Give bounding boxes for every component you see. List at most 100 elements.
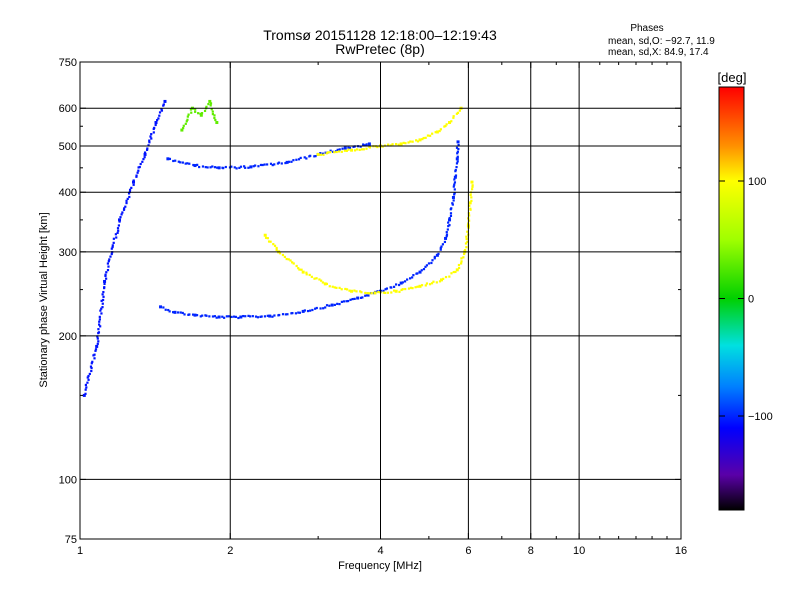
trace-mark xyxy=(321,152,324,155)
trace-mark xyxy=(368,292,371,295)
trace-mark xyxy=(292,159,295,162)
trace-mark xyxy=(205,314,208,317)
trace-mark xyxy=(197,112,200,115)
x-axis-ticks: 1 2 4 6 8 10 16 xyxy=(77,62,687,557)
data-point xyxy=(453,175,457,179)
data-point xyxy=(239,315,243,319)
trace-mark xyxy=(398,283,401,287)
trace-mark xyxy=(210,108,213,111)
data-point xyxy=(208,99,212,103)
trace-mark xyxy=(315,277,318,280)
data-point xyxy=(435,130,439,134)
trace-mark xyxy=(137,169,140,172)
trace-mark xyxy=(103,286,106,289)
trace-mark xyxy=(308,273,311,277)
y-tick-label: 300 xyxy=(59,247,77,259)
trace-mark xyxy=(420,284,424,287)
trace-mark xyxy=(111,245,114,249)
trace-mark xyxy=(298,311,301,314)
trace-mark xyxy=(305,273,308,276)
trace-mark xyxy=(365,143,368,146)
trace-mark xyxy=(325,152,328,155)
trace-mark xyxy=(452,270,455,274)
trace-mark xyxy=(290,160,293,163)
y-tick-label: 200 xyxy=(59,331,77,343)
trace-mark xyxy=(227,315,231,318)
trace-mark xyxy=(174,159,177,162)
trace-mark xyxy=(411,287,414,290)
trace-mark xyxy=(209,102,213,105)
trace-mark xyxy=(452,116,455,119)
trace-mark xyxy=(254,315,258,318)
trace-o_upper_trace xyxy=(166,142,371,170)
trace-mark xyxy=(447,221,450,224)
data-point xyxy=(82,393,86,397)
data-point xyxy=(193,313,197,317)
trace-mark xyxy=(342,300,346,303)
trace-mark xyxy=(414,286,417,289)
trace-mark xyxy=(445,231,448,234)
trace-mark xyxy=(182,127,185,130)
trace-mark xyxy=(244,315,247,318)
data-point xyxy=(435,253,439,257)
trace-mark xyxy=(427,262,431,265)
trace-mark xyxy=(452,115,455,118)
trace-mark xyxy=(338,302,341,306)
data-point xyxy=(166,157,170,161)
trace-mark xyxy=(431,132,434,135)
trace-mark xyxy=(190,111,193,114)
trace-mark xyxy=(99,325,102,328)
data-point xyxy=(330,303,334,307)
data-point xyxy=(448,121,452,125)
trace-mark xyxy=(154,123,157,127)
trace-mark xyxy=(98,315,101,318)
trace-mark xyxy=(451,203,454,206)
data-point xyxy=(163,99,167,103)
trace-mark xyxy=(101,293,104,296)
trace-mark xyxy=(93,357,96,360)
trace-mark xyxy=(239,165,243,168)
trace-mark xyxy=(384,288,387,291)
trace-mark xyxy=(187,113,190,116)
colorbar-tick-label: 100 xyxy=(748,176,766,188)
trace-mark xyxy=(453,181,457,184)
trace-mark xyxy=(467,219,471,222)
trace-mark xyxy=(295,158,298,161)
trace-mark xyxy=(347,148,350,151)
trace-mark xyxy=(137,166,140,169)
data-point xyxy=(444,236,448,240)
trace-mark xyxy=(331,285,334,288)
phases-line-o: mean, sd,O: −92.7, 11.9 xyxy=(608,36,715,47)
trace-mark xyxy=(273,163,276,166)
trace-mark xyxy=(352,145,355,149)
trace-mark xyxy=(450,272,453,275)
trace-mark xyxy=(454,270,457,274)
data-point xyxy=(217,166,221,170)
trace-mark xyxy=(205,105,208,108)
trace-mark xyxy=(458,109,461,112)
x-tick-label: 1 xyxy=(77,545,83,557)
trace-mark xyxy=(203,109,207,113)
trace-mark xyxy=(449,212,453,215)
trace-mark xyxy=(273,244,277,247)
grid-lines xyxy=(80,62,681,539)
trace-mark xyxy=(98,318,101,321)
trace-mark xyxy=(454,170,457,173)
trace-mark xyxy=(135,174,138,177)
trace-mark xyxy=(249,315,252,318)
trace-mark xyxy=(167,308,170,312)
trace-mark xyxy=(439,248,442,251)
trace-mark xyxy=(263,315,267,318)
trace-mark xyxy=(299,156,302,160)
trace-mark xyxy=(149,135,152,138)
trace-mark xyxy=(221,315,224,318)
data-point xyxy=(367,142,371,146)
trace-mark xyxy=(233,166,236,169)
trace-mark xyxy=(266,237,269,240)
data-point xyxy=(470,180,474,184)
trace-mark xyxy=(158,111,162,114)
trace-mark xyxy=(235,167,238,170)
trace-mark xyxy=(314,307,317,310)
trace-mark xyxy=(294,312,298,315)
trace-mark xyxy=(425,282,429,285)
